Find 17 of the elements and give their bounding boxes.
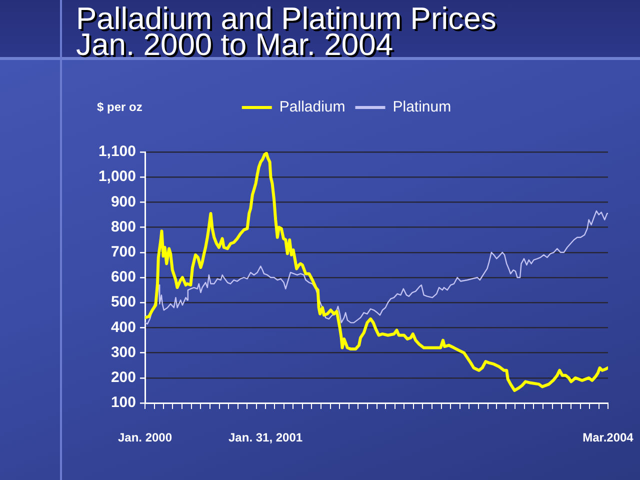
y-tick-label: 100: [110, 394, 136, 412]
y-tick-label: 200: [110, 369, 136, 386]
y-tick-label: 600: [110, 268, 136, 286]
y-tick-label: 700: [110, 244, 136, 261]
y-tick-label: 400: [110, 318, 136, 336]
x-tick-label: Mar.2004: [582, 430, 634, 445]
x-tick-label: Jan. 31, 2001: [228, 430, 303, 445]
y-tick-label: 300: [110, 344, 136, 361]
legend-label: Platinum: [392, 98, 452, 116]
y-tick-label: 900: [110, 193, 136, 210]
y-tick-label: 500: [110, 294, 136, 311]
y-tick-label: 800: [110, 218, 136, 236]
y-axis-title: $ per oz: [97, 100, 142, 114]
y-tick-label: 1,000: [98, 168, 136, 186]
legend-label: Palladium: [279, 98, 346, 116]
x-tick-label: Jan. 2000: [118, 430, 172, 445]
y-tick-label: 1,100: [98, 143, 136, 160]
